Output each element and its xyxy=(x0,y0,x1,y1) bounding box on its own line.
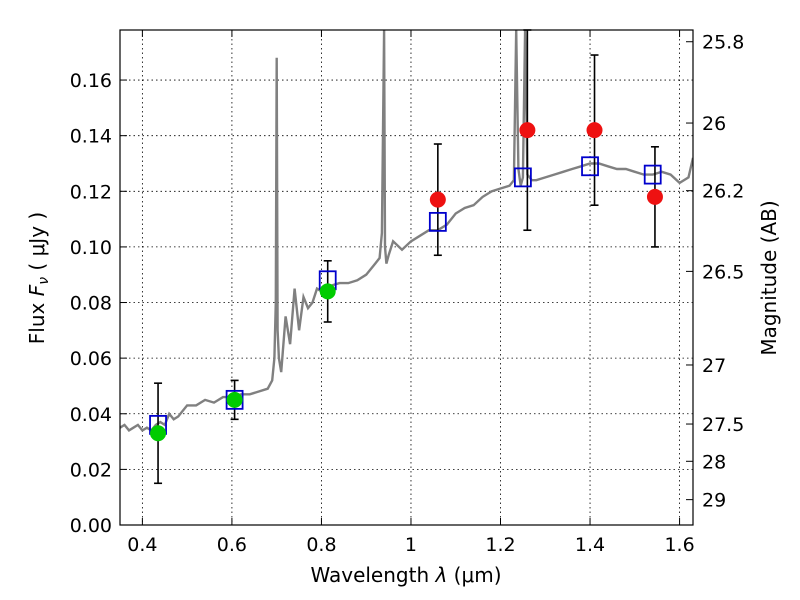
green-data-point xyxy=(319,283,336,300)
y-tick-label: 0.16 xyxy=(70,70,112,92)
x-tick-label: 1 xyxy=(405,534,417,556)
x-tick-label: 0.4 xyxy=(127,534,157,556)
y2-tick-label: 26 xyxy=(702,113,726,135)
observed-photometry-points xyxy=(150,122,663,442)
red-data-point xyxy=(586,122,603,139)
x-tick-label: 0.6 xyxy=(217,534,247,556)
y-axis-label: Flux Fν ( μJy ) xyxy=(25,212,52,344)
plot-frame xyxy=(119,29,694,526)
y-tick-label: 0.12 xyxy=(70,181,112,203)
red-data-point xyxy=(519,122,536,139)
x-tick-label: 1.2 xyxy=(485,534,515,556)
y-tick-label: 0.14 xyxy=(70,126,112,148)
model-square-marker xyxy=(581,156,599,177)
axis-ticks xyxy=(120,30,693,526)
y-tick-label: 0.10 xyxy=(70,237,112,259)
x-tick-labels: 0.4 0.6 0.8 1 1.2 1.4 1.6 xyxy=(127,534,694,556)
y2-tick-label: 28 xyxy=(702,451,726,473)
x-tick-label: 1.4 xyxy=(575,534,605,556)
x-axis-label: Wavelength λ (μm) xyxy=(310,563,501,587)
x-tick-label: 0.8 xyxy=(306,534,336,556)
error-bars xyxy=(154,29,659,485)
y-tick-label: 0.08 xyxy=(70,293,112,315)
green-data-point xyxy=(226,391,243,408)
grid-lines xyxy=(120,30,693,526)
y2-tick-labels: 25.8 26 26.2 26.5 27 27.5 28 29 xyxy=(702,32,744,512)
y2-axis-label: Magnitude (AB) xyxy=(757,200,781,355)
y2-tick-label: 29 xyxy=(702,490,726,512)
red-data-point xyxy=(429,191,446,208)
y-tick-labels: 0.00 0.02 0.04 0.06 0.08 0.10 0.12 0.14 0.16 xyxy=(70,70,112,537)
y2-tick-label: 25.8 xyxy=(702,32,744,54)
green-data-point xyxy=(150,425,167,442)
y-tick-label: 0.06 xyxy=(70,348,112,370)
model-square-marker xyxy=(428,211,447,232)
model-spectrum xyxy=(120,30,693,432)
model-square-marker xyxy=(513,167,532,188)
y2-tick-label: 26.2 xyxy=(702,181,744,203)
y-tick-label: 0.00 xyxy=(70,515,112,537)
y-tick-label: 0.04 xyxy=(70,404,112,426)
y2-tick-label: 27 xyxy=(702,355,726,377)
y2-tick-label: 27.5 xyxy=(702,414,744,436)
model-photometry-points xyxy=(149,156,662,435)
spectrum-line xyxy=(120,30,693,432)
y-tick-label: 0.02 xyxy=(70,459,112,481)
model-square-marker xyxy=(643,164,662,185)
x-tick-label: 1.6 xyxy=(664,534,694,556)
red-data-point xyxy=(646,188,663,205)
y2-tick-label: 26.5 xyxy=(702,261,744,283)
